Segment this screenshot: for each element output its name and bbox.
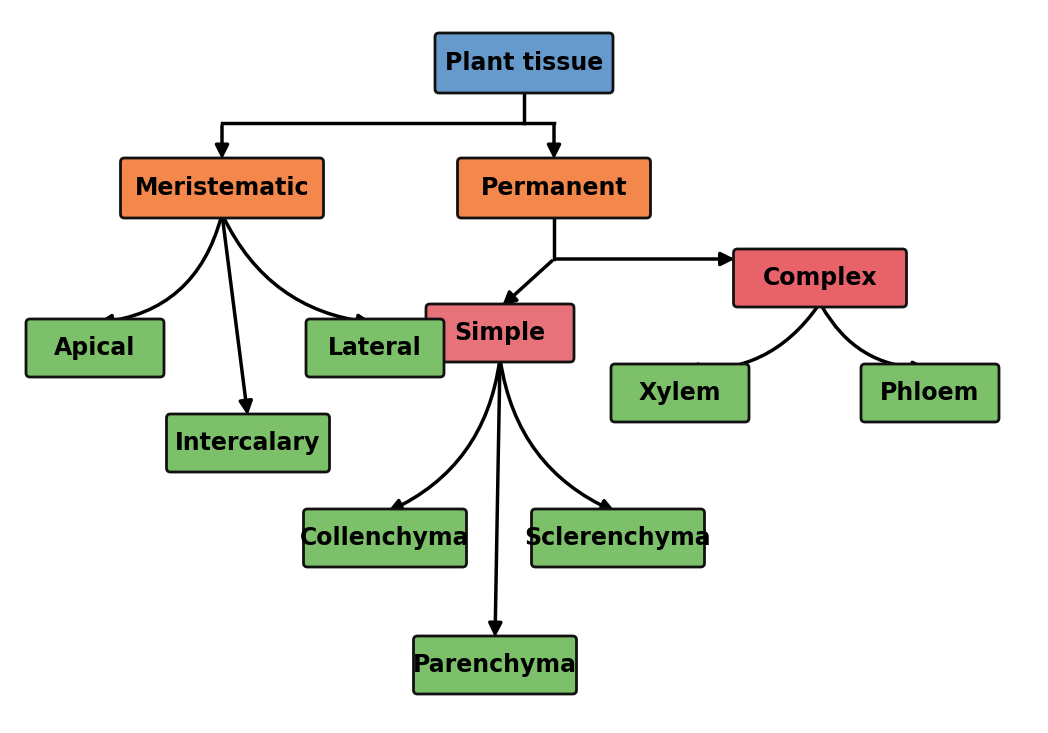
Text: Simple: Simple — [455, 321, 546, 345]
FancyBboxPatch shape — [425, 304, 574, 362]
FancyBboxPatch shape — [414, 636, 576, 694]
FancyBboxPatch shape — [167, 414, 329, 472]
FancyBboxPatch shape — [26, 319, 163, 377]
Text: Permanent: Permanent — [481, 176, 628, 200]
Text: Sclerenchyma: Sclerenchyma — [525, 526, 712, 550]
Text: Collenchyma: Collenchyma — [300, 526, 470, 550]
FancyBboxPatch shape — [611, 364, 749, 422]
Text: Meristematic: Meristematic — [135, 176, 309, 200]
FancyBboxPatch shape — [458, 158, 651, 218]
Text: Plant tissue: Plant tissue — [444, 51, 604, 75]
Text: Parenchyma: Parenchyma — [413, 653, 577, 677]
FancyBboxPatch shape — [531, 509, 704, 567]
FancyBboxPatch shape — [306, 319, 444, 377]
FancyBboxPatch shape — [435, 33, 613, 93]
FancyBboxPatch shape — [121, 158, 324, 218]
Text: Complex: Complex — [763, 266, 877, 290]
Text: Lateral: Lateral — [328, 336, 422, 360]
FancyBboxPatch shape — [734, 249, 907, 307]
Text: Xylem: Xylem — [638, 381, 721, 405]
FancyBboxPatch shape — [861, 364, 999, 422]
Text: Phloem: Phloem — [880, 381, 980, 405]
Text: Apical: Apical — [54, 336, 135, 360]
Text: Intercalary: Intercalary — [175, 431, 321, 455]
FancyBboxPatch shape — [304, 509, 466, 567]
